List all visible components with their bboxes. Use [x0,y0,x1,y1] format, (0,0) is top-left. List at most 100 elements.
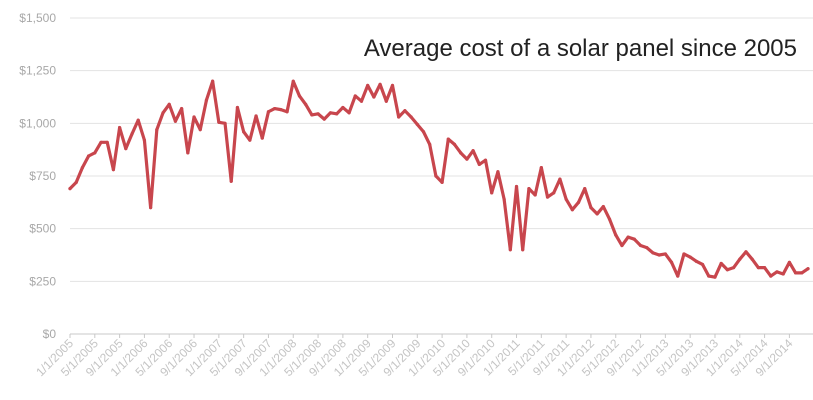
data-point [539,165,543,170]
y-tick-label: $250 [29,274,56,288]
data-point [781,272,785,276]
data-point [570,208,574,212]
chart-title: Average cost of a solar panel since 2005 [364,35,797,62]
data-point [521,248,525,252]
data-point [446,137,450,141]
series-line-average-cost [68,79,810,279]
data-point [564,197,568,201]
data-point [775,270,779,274]
series-layer [68,79,810,279]
data-point [235,105,240,110]
data-point [545,195,550,199]
data-point [744,250,748,254]
data-point [793,271,798,275]
data-point [118,125,122,130]
data-point [645,246,649,250]
data-point [266,110,271,114]
data-point [713,275,717,279]
data-point [490,191,494,195]
data-point [682,252,686,256]
data-point [186,151,190,155]
data-point [750,257,754,261]
data-point [285,110,289,114]
data-point [558,177,562,181]
data-point [552,191,556,195]
data-point [217,120,221,124]
data-point [74,180,78,184]
data-point [149,206,153,210]
data-point [322,117,326,121]
data-point [496,170,500,174]
data-point [111,168,116,172]
data-point [254,114,258,118]
data-point [688,255,692,259]
data-point [756,266,760,270]
y-tick-label: $1,250 [19,64,56,78]
data-point [80,165,85,170]
data-point [204,98,209,102]
data-point [583,187,587,191]
data-point [142,138,147,142]
data-point [359,99,364,103]
data-point [483,158,488,162]
y-tick-label: $750 [29,169,56,183]
data-point [601,204,605,209]
data-point [651,251,655,255]
data-point [607,217,612,221]
data-point [762,266,767,270]
data-point [328,111,333,115]
data-point [527,187,531,191]
data-point [242,130,246,134]
data-point [428,142,432,146]
data-point [508,248,512,252]
data-point [477,162,481,167]
data-point [465,157,469,161]
data-point [173,119,178,123]
data-point [291,79,295,83]
data-point [738,257,742,261]
data-point [378,82,382,86]
data-point [124,147,128,151]
data-point [279,108,283,112]
data-point [663,252,667,256]
data-point [167,102,171,106]
data-point [366,83,370,88]
data-point [341,105,345,110]
y-tick-label: $1,000 [19,116,56,130]
data-point [310,113,314,117]
data-point [390,83,395,88]
data-point [192,115,196,119]
data-point [806,267,810,271]
data-point [161,111,165,115]
data-point [403,109,407,113]
data-point [248,138,252,142]
data-point [87,154,91,158]
data-point [589,206,593,210]
data-point [632,237,636,241]
data-point [415,122,419,126]
data-point [533,193,537,197]
data-point [459,151,463,155]
x-axis-ticks: 1/1/20055/1/20059/1/20051/1/20065/1/2006… [33,334,796,379]
data-point [198,128,202,132]
data-point [719,261,723,266]
data-point [514,184,519,189]
data-point [353,94,357,98]
data-point [576,200,581,204]
data-point [93,151,97,155]
data-point [99,140,103,144]
data-point [725,268,729,272]
data-point [638,243,643,248]
data-point [452,142,457,146]
data-point [421,130,426,134]
y-axis-ticks: $0 $250 $500 $750 $1,000 $1,250 $1,500 [19,11,56,341]
data-point [707,274,711,278]
data-point [769,274,773,278]
data-point [657,253,661,257]
data-point [155,128,159,132]
data-point [105,140,109,144]
data-point [304,102,308,106]
data-point [676,274,680,278]
